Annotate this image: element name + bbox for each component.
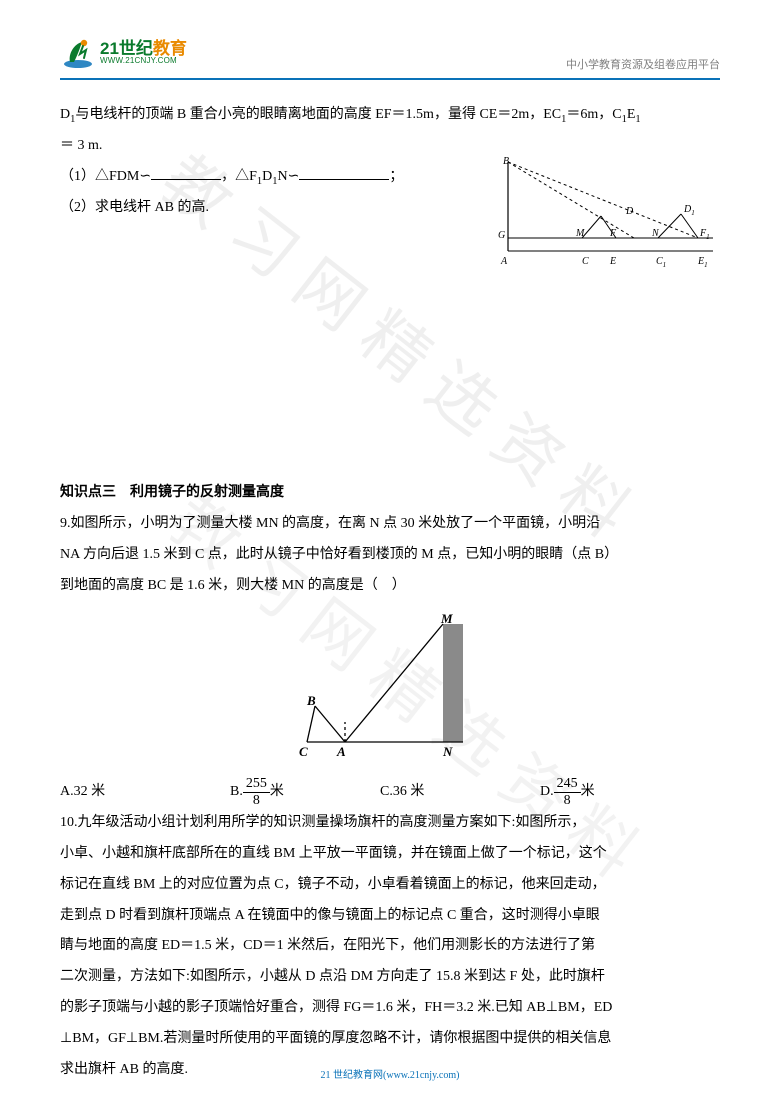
fraction-b: 255 8	[243, 776, 270, 808]
text: ＝6m，C	[566, 107, 621, 122]
q10-l1: 10.九年级活动小组计划利用所学的知识测量操场旗杆的高度测量方案如下:如图所示，	[60, 808, 720, 839]
text: B.	[230, 777, 243, 808]
lbl-E1: E1	[697, 256, 708, 269]
option-d: D. 245 8 米	[540, 776, 595, 808]
frac-num: 245	[554, 776, 581, 792]
lbl-F1: F1	[699, 228, 710, 241]
q10-l3: 标记在直线 BM 上的对应位置为点 C，镜子不动，小卓看着镜面上的标记，他来回走…	[60, 870, 720, 901]
lbl-N: N	[651, 228, 660, 239]
lbl-N2: N	[442, 744, 453, 759]
text: D	[60, 107, 70, 122]
q9-l1: 9.如图所示，小明为了测量大楼 MN 的高度，在离 N 点 30 米处放了一个平…	[60, 509, 720, 540]
lbl-G: G	[498, 230, 505, 241]
lbl-C2: C	[299, 744, 308, 759]
page-header: 21世纪教育 WWW.21CNJY.COM 中小学教育资源及组卷应用平台	[60, 36, 720, 80]
logo-cn: 21世纪教育	[100, 40, 187, 57]
text: D	[262, 169, 272, 184]
q10-l4: 走到点 D 时看到旗杆顶端点 A 在镜面中的像与镜面上的标记点 C 重合，这时测…	[60, 901, 720, 932]
text: （1）△FDM∽	[60, 169, 151, 184]
text: N∽	[278, 169, 300, 184]
diagram-pole: B D D1 G M F N F1 A C E C1 E1	[498, 156, 720, 289]
lbl-F: F	[609, 228, 617, 239]
logo-text: 21世纪教育 WWW.21CNJY.COM	[100, 40, 187, 65]
logo-en: WWW.21CNJY.COM	[100, 57, 187, 65]
footer-url: (www.21cnjy.com)	[383, 1070, 459, 1081]
option-b: B. 255 8 米	[230, 776, 380, 808]
q10-l7: 的影子顶端与小越的影子顶端恰好重合，测得 FG＝1.6 米，FH＝3.2 米.已…	[60, 993, 720, 1024]
text: 米	[270, 777, 284, 808]
q9-options: A.32 米 B. 255 8 米 C.36 米 D. 245 8 米	[60, 776, 720, 808]
q10-l6: 二次测量，方法如下:如图所示，小越从 D 点沿 DM 方向走了 15.8 米到达…	[60, 962, 720, 993]
text: D.	[540, 777, 554, 808]
lbl-C1: C1	[656, 256, 666, 269]
diagram-mirror: M B C A N	[60, 610, 720, 773]
blank-1	[151, 164, 221, 179]
q10-l8: ⊥BM，GF⊥BM.若测量时所使用的平面镜的厚度忽略不计，请你根据图中提供的相关…	[60, 1024, 720, 1055]
frac-den: 8	[554, 793, 581, 808]
lbl-B2: B	[306, 693, 316, 708]
text: 与电线杆的顶端 B 重合小亮的眼睛离地面的高度 EF＝1.5m，量得 CE＝2m…	[75, 107, 561, 122]
page-footer: 21 世纪教育网(www.21cnjy.com)	[0, 1066, 780, 1081]
lbl-M2: M	[440, 611, 453, 626]
option-c: C.36 米	[380, 776, 540, 808]
sub: 1	[635, 114, 640, 125]
lbl-B: B	[503, 156, 509, 167]
fraction-d: 245 8	[554, 776, 581, 808]
frac-num: 255	[243, 776, 270, 792]
blank-2	[299, 164, 389, 179]
logo-cn-suffix: 教育	[153, 39, 187, 58]
option-a: A.32 米	[60, 776, 230, 808]
para-line1: D 1 与电线杆的顶端 B 重合小亮的眼睛离地面的高度 EF＝1.5m，量得 CE＝…	[60, 100, 720, 131]
spacer	[60, 288, 720, 478]
lbl-M: M	[575, 228, 585, 239]
lbl-A: A	[500, 256, 508, 267]
lbl-E: E	[609, 256, 616, 267]
logo-icon	[60, 34, 96, 70]
footer-text: 21 世纪教育网	[321, 1070, 384, 1081]
knowledge-title: 知识点三 利用镜子的反射测量高度	[60, 478, 720, 509]
logo: 21世纪教育 WWW.21CNJY.COM	[60, 34, 187, 70]
q9-l3: 到地面的高度 BC 是 1.6 米，则大楼 MN 的高度是（ ）	[60, 571, 720, 602]
lbl-C: C	[582, 256, 589, 267]
q10-l2: 小卓、小越和旗杆底部所在的直线 BM 上平放一平面镜，并在镜面上做了一个标记，这…	[60, 839, 720, 870]
text: ；	[389, 169, 403, 184]
q10-l5: 睛与地面的高度 ED＝1.5 米，CD＝1 米然后，在阳光下，他们用测影长的方法…	[60, 931, 720, 962]
lbl-A2: A	[336, 744, 346, 759]
q9-l2: NA 方向后退 1.5 米到 C 点，此时从镜子中恰好看到楼顶的 M 点，已知小…	[60, 540, 720, 571]
lbl-D1: D1	[683, 204, 695, 217]
header-subtitle: 中小学教育资源及组卷应用平台	[566, 56, 720, 72]
text: ，△F	[221, 169, 257, 184]
frac-den: 8	[243, 793, 270, 808]
document-content: D1与电线杆的顶端 B 重合小亮的眼睛离地面的高度 EF＝1.5m，量得 CE＝…	[60, 100, 720, 1085]
lbl-D: D	[625, 206, 634, 217]
text: 米	[581, 777, 595, 808]
logo-cn-prefix: 21世纪	[100, 39, 153, 58]
